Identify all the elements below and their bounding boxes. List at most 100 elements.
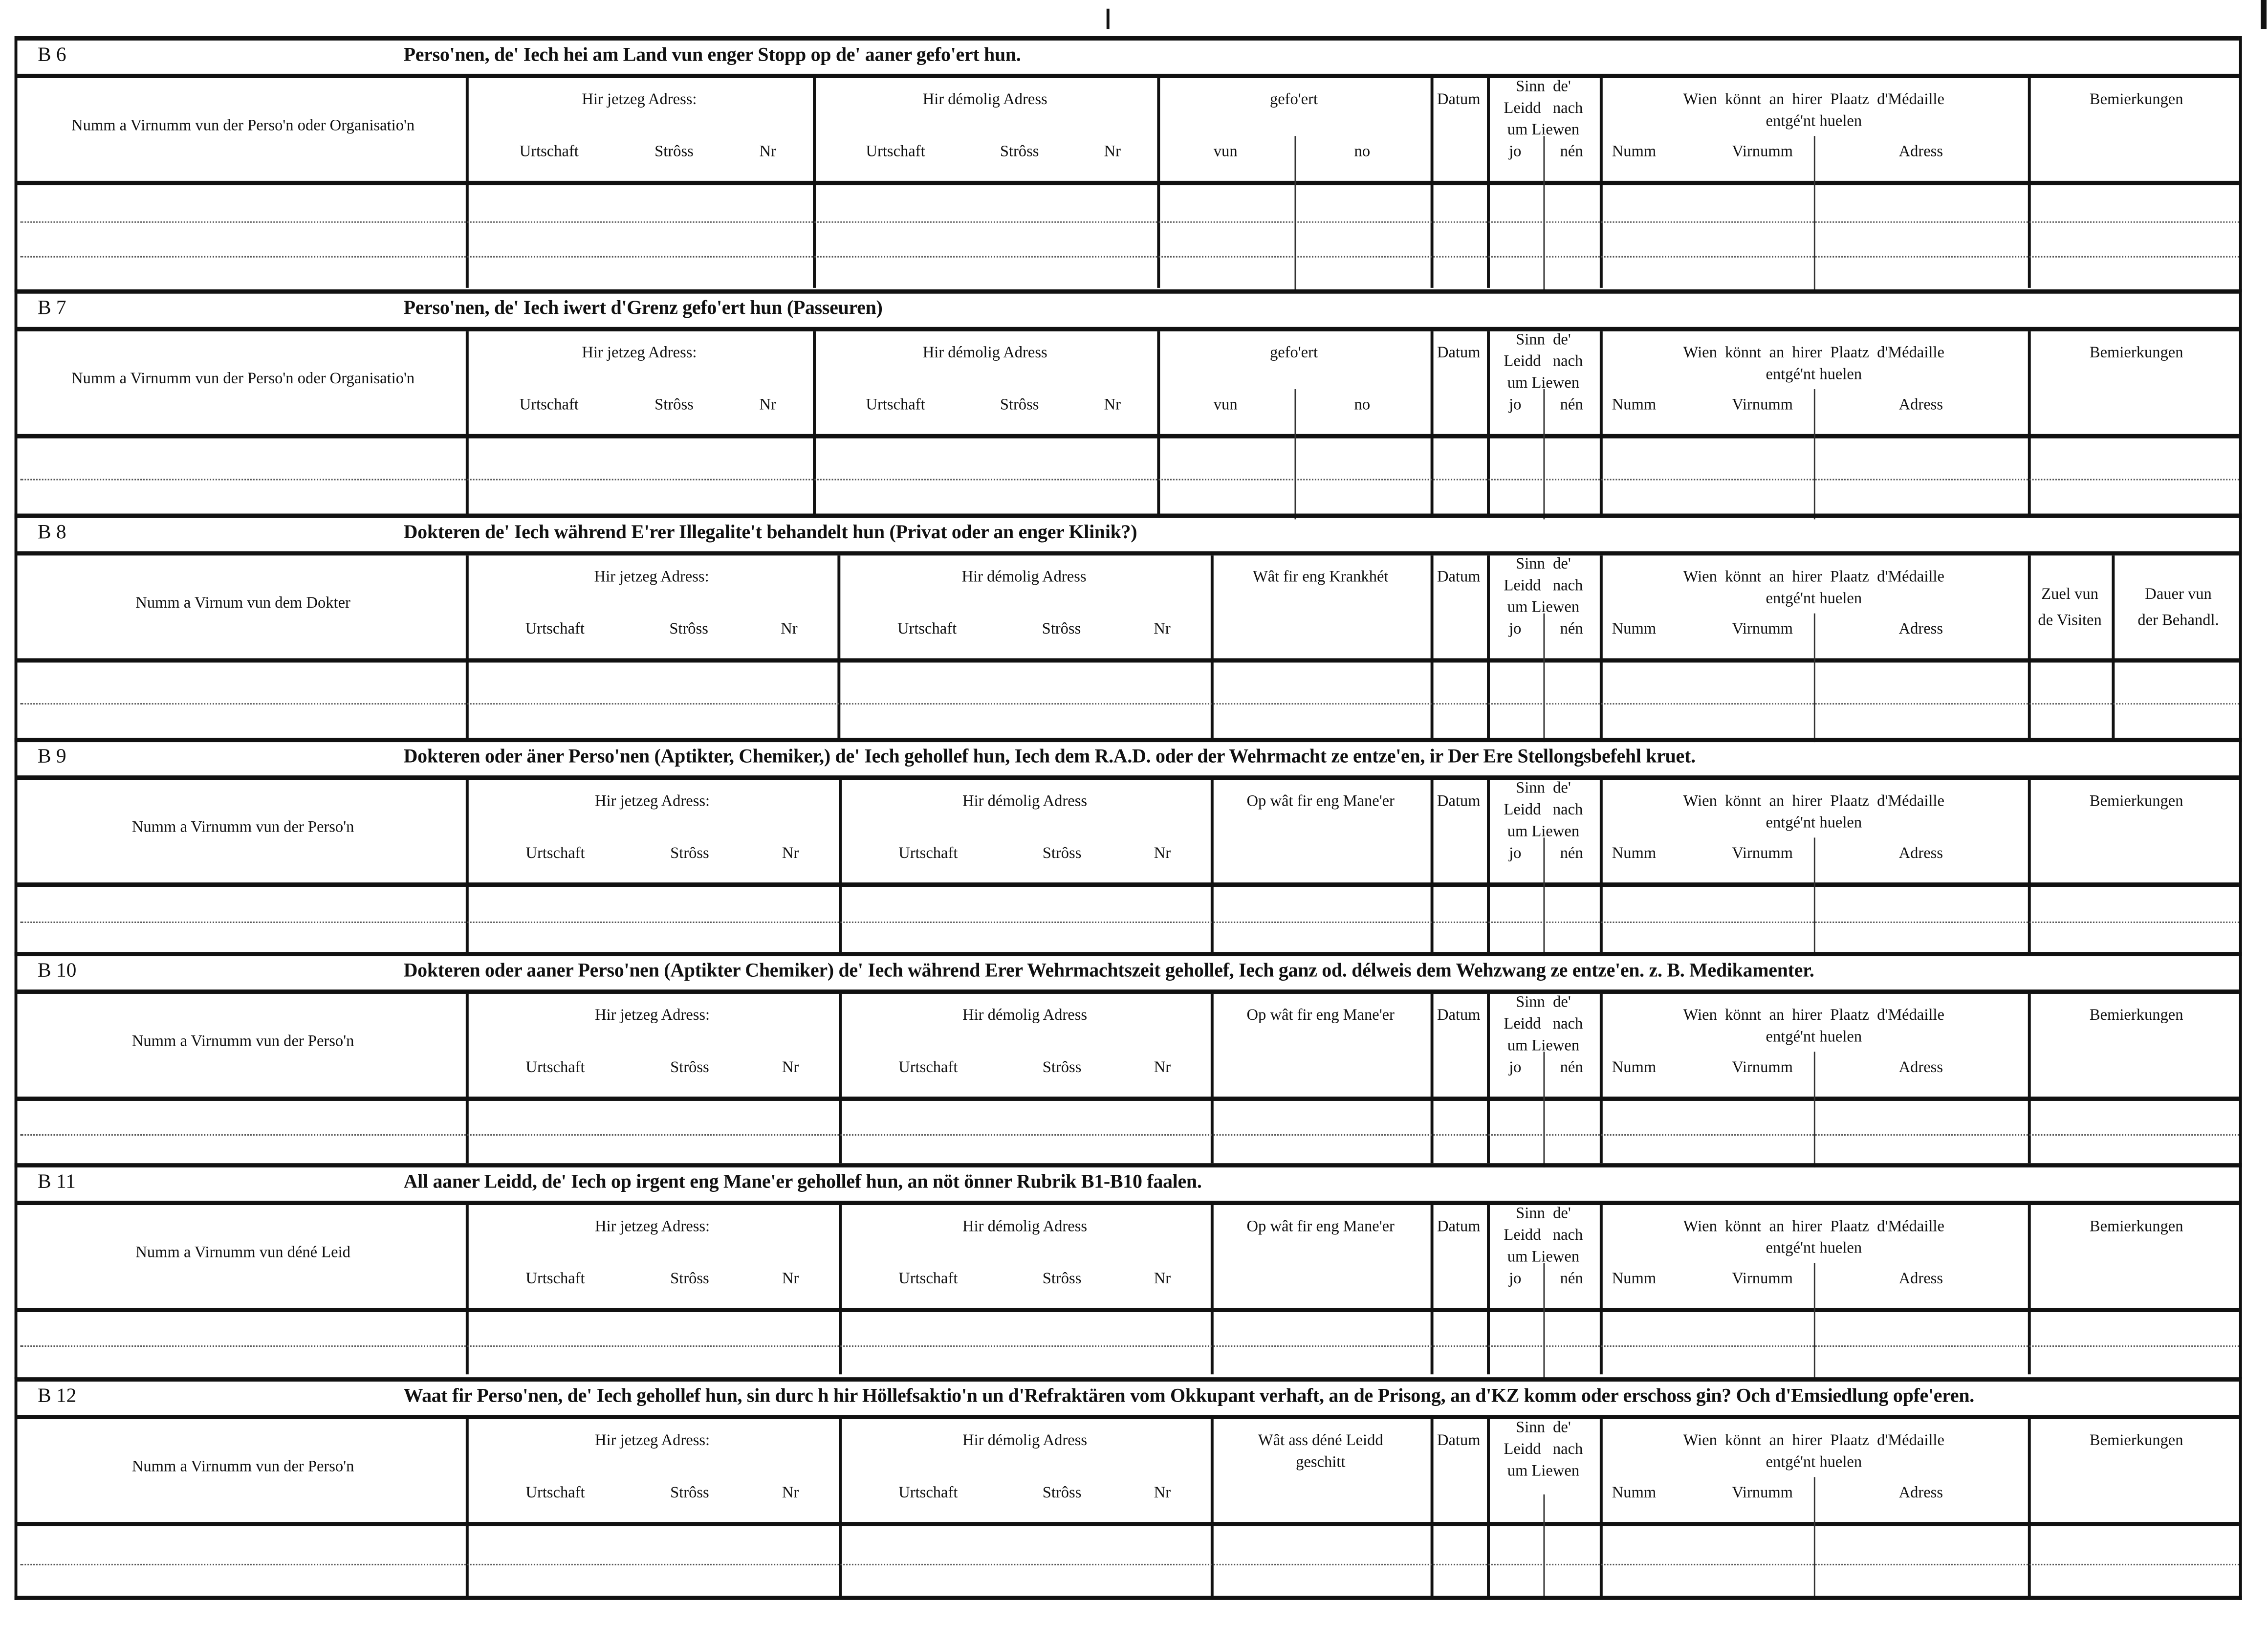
entry-cell[interactable] xyxy=(2031,1312,2245,1341)
entry-cell[interactable] xyxy=(816,185,1157,217)
entry-cell[interactable] xyxy=(23,1101,466,1130)
entry-cell[interactable] xyxy=(469,1563,839,1596)
entry-cell[interactable] xyxy=(842,1312,1211,1341)
entry-cell[interactable] xyxy=(2115,703,2245,738)
column-header-addr: Hir démolig Adress Urtschaft Strôss Nr xyxy=(839,1419,1211,1522)
entry-cell[interactable] xyxy=(1214,703,1431,738)
entry-cell[interactable] xyxy=(1214,1526,1431,1559)
entry-cell[interactable] xyxy=(2031,1101,2245,1130)
section-code: B 7 xyxy=(37,298,66,320)
entry-cell[interactable] xyxy=(840,662,1211,698)
entry-cell[interactable] xyxy=(23,479,466,515)
entry-cell[interactable] xyxy=(23,1526,466,1559)
entry-cell[interactable] xyxy=(23,1563,466,1596)
entry-cell[interactable] xyxy=(2031,887,2245,917)
entry-cell[interactable] xyxy=(1434,887,1487,917)
entry-cell[interactable] xyxy=(1434,1134,1487,1163)
entry-cell[interactable] xyxy=(2031,185,2245,217)
entry-cell[interactable] xyxy=(1434,1312,1487,1341)
entry-cell[interactable] xyxy=(23,922,466,952)
header-top-rule xyxy=(17,327,2239,331)
column-sublabel: Urtschaft xyxy=(519,396,579,414)
entry-cell[interactable] xyxy=(23,1312,466,1341)
entry-cell[interactable] xyxy=(1434,221,1487,252)
entry-cell[interactable] xyxy=(469,1134,839,1163)
entry-cell[interactable] xyxy=(1214,662,1431,698)
entry-cell[interactable] xyxy=(1214,1134,1431,1163)
entry-cell[interactable] xyxy=(1214,1345,1431,1374)
entry-cell[interactable] xyxy=(2115,662,2245,698)
entry-cell[interactable] xyxy=(1214,887,1431,917)
entry-cell[interactable] xyxy=(2031,479,2245,515)
entry-cell[interactable] xyxy=(1434,257,1487,288)
entry-cell[interactable] xyxy=(469,257,813,288)
column-header-single: Wât fir eng Krankhét xyxy=(1211,555,1431,658)
entry-cell[interactable] xyxy=(469,662,838,698)
entry-cell[interactable] xyxy=(23,1134,466,1163)
entry-cell[interactable] xyxy=(1434,662,1487,698)
entry-cell[interactable] xyxy=(842,922,1211,952)
entry-cell[interactable] xyxy=(23,221,466,252)
entry-cell[interactable] xyxy=(842,1345,1211,1374)
entry-cell[interactable] xyxy=(1434,439,1487,475)
entry-cell[interactable] xyxy=(842,1526,1211,1559)
entry-cell[interactable] xyxy=(1214,1312,1431,1341)
entry-cell[interactable] xyxy=(842,887,1211,917)
entry-cell[interactable] xyxy=(23,257,466,288)
entry-cell[interactable] xyxy=(2031,439,2245,475)
entry-cell[interactable] xyxy=(23,439,466,475)
entry-cell[interactable] xyxy=(2031,257,2245,288)
entry-cell[interactable] xyxy=(469,703,838,738)
entry-cell[interactable] xyxy=(842,1563,1211,1596)
entry-cell[interactable] xyxy=(1434,703,1487,738)
entry-cell[interactable] xyxy=(1434,922,1487,952)
entry-cell[interactable] xyxy=(2031,922,2245,952)
column-label: Sinn de' Leidd nach um Liewen xyxy=(1504,1419,1583,1480)
entry-cell[interactable] xyxy=(816,221,1157,252)
entry-cell[interactable] xyxy=(2031,1134,2245,1163)
page-bottom-rule xyxy=(14,1595,2242,1600)
entry-cell[interactable] xyxy=(1214,922,1431,952)
entry-cell[interactable] xyxy=(2031,221,2245,252)
column-sublabel: Nr xyxy=(781,620,798,638)
column-divider xyxy=(2028,1419,2031,1596)
entry-cell[interactable] xyxy=(469,1312,839,1341)
entry-cell[interactable] xyxy=(469,1526,839,1559)
entry-cell[interactable] xyxy=(469,1101,839,1130)
entry-cell[interactable] xyxy=(23,662,466,698)
entry-cell[interactable] xyxy=(1434,479,1487,515)
entry-cell[interactable] xyxy=(1434,1563,1487,1596)
entry-cell[interactable] xyxy=(1214,1563,1431,1596)
entry-cell[interactable] xyxy=(1434,1345,1487,1374)
entry-cell[interactable] xyxy=(842,1134,1211,1163)
entry-cell[interactable] xyxy=(23,887,466,917)
entry-cell[interactable] xyxy=(469,439,813,475)
entry-cell[interactable] xyxy=(23,1345,466,1374)
entry-cell[interactable] xyxy=(23,185,466,217)
entry-cell[interactable] xyxy=(2031,1526,2245,1559)
entry-cell[interactable] xyxy=(816,479,1157,515)
entry-cell[interactable] xyxy=(2031,1563,2245,1596)
entry-cell[interactable] xyxy=(840,703,1211,738)
entry-cell[interactable] xyxy=(1434,1526,1487,1559)
entry-cell[interactable] xyxy=(469,221,813,252)
section-b8: B 8 Dokteren de' Iech während E'rer Illeg… xyxy=(14,513,2245,743)
entry-cell[interactable] xyxy=(2031,703,2112,738)
entry-cell[interactable] xyxy=(469,185,813,217)
entry-cell[interactable] xyxy=(469,922,839,952)
entry-cell[interactable] xyxy=(2031,662,2112,698)
entry-cell[interactable] xyxy=(816,439,1157,475)
entry-cell[interactable] xyxy=(469,479,813,515)
entry-cell[interactable] xyxy=(469,1345,839,1374)
column-sublabel: nén xyxy=(1560,1059,1583,1077)
entry-cell[interactable] xyxy=(1434,1101,1487,1130)
entry-cell[interactable] xyxy=(469,887,839,917)
column-header-split: Sinn de' Leidd nach um Liewen jo nén xyxy=(1487,994,1600,1168)
entry-cell[interactable] xyxy=(1434,185,1487,217)
entry-cell[interactable] xyxy=(1214,1101,1431,1130)
entry-cell[interactable] xyxy=(816,257,1157,288)
column-header-wien: Wien könnt an hirer Plaatz d'Médaille en… xyxy=(1600,331,2028,520)
entry-cell[interactable] xyxy=(2031,1345,2245,1374)
entry-cell[interactable] xyxy=(842,1101,1211,1130)
entry-cell[interactable] xyxy=(23,703,466,738)
